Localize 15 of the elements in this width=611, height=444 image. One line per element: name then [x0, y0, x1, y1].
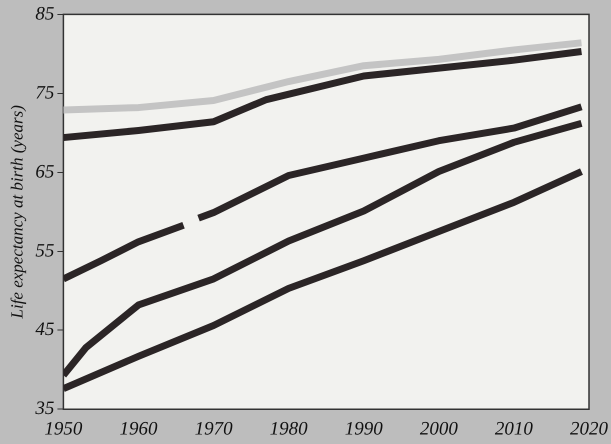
- y-axis-title: Life expectancy at birth (years): [8, 104, 27, 320]
- x-tick-label: 1980: [270, 418, 308, 440]
- x-tick-label: 1970: [194, 418, 234, 440]
- y-tick-label: 85: [35, 3, 54, 24]
- x-tick-label: 1950: [44, 418, 83, 440]
- y-tick-label: 55: [35, 240, 54, 262]
- x-tick-label: 2010: [494, 418, 534, 440]
- x-tick-label: 1960: [119, 418, 158, 440]
- y-tick-label: 45: [35, 319, 54, 340]
- y-tick-label: 65: [35, 161, 54, 182]
- y-tick-label: 75: [35, 82, 54, 104]
- x-tick-label: 1990: [344, 418, 384, 440]
- x-tick-label: 2000: [420, 418, 458, 440]
- y-tick-label: 35: [34, 398, 54, 420]
- x-tick-label: 2020: [570, 418, 608, 440]
